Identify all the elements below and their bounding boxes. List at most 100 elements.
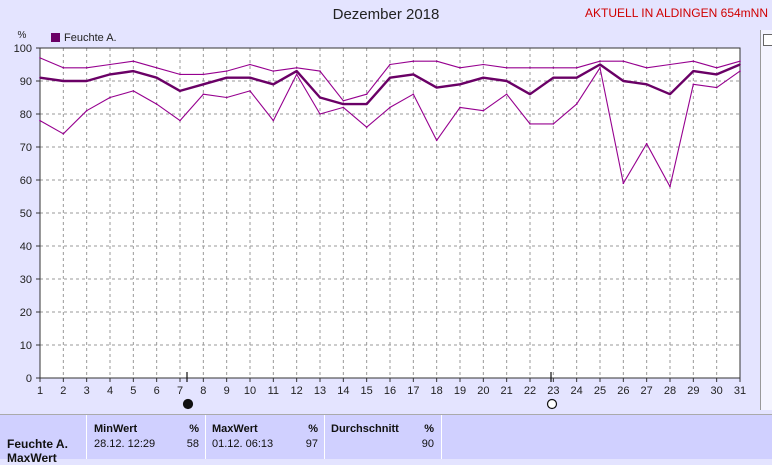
data-point-min [155,103,158,105]
y-tick-label: 10 [20,340,32,352]
data-point-min [132,90,135,92]
data-point-min [482,109,485,112]
data-point-max [599,60,601,62]
data-point-mean [295,70,298,72]
data-point-max [132,60,135,62]
stats-panel: Feuchte A. MaxWert MinWert % 28.12. 12:2… [0,414,772,465]
data-point-mean [319,96,321,99]
data-point-min [249,90,251,92]
x-tick-label: 8 [200,385,206,397]
data-point-mean [599,63,601,66]
data-point-mean [482,76,485,79]
x-tick-label: 5 [130,385,136,397]
data-point-max [272,70,275,72]
x-tick-label: 24 [571,385,583,397]
data-point-mean [669,93,671,95]
data-point-min [575,103,578,105]
data-point-min [645,142,648,145]
data-point-mean [179,90,181,92]
data-point-min [505,93,508,95]
data-point-max [155,67,158,69]
min-unit: % [189,423,199,435]
data-point-max [645,67,648,69]
x-tick-label: 25 [594,385,606,397]
x-tick-label: 20 [477,385,489,397]
data-point-max [715,67,718,69]
data-point-min [435,139,438,142]
data-point-max [482,63,485,66]
y-tick-label: 0 [26,373,32,385]
y-tick-label: 20 [20,307,32,319]
plot-frame [39,47,741,379]
data-point-mean [459,83,461,86]
location-stamp: AKTUELL IN ALDINGEN 654mNN [585,6,768,20]
data-point-mean [62,80,65,82]
y-tick-label: 40 [20,241,32,253]
avg-header: Durchschnitt [331,423,399,435]
data-point-min [739,70,741,72]
data-point-max [739,60,741,62]
moon-full-icon [182,398,194,410]
data-point-max [575,67,578,69]
moon-new-icon [546,398,558,410]
data-point-mean [342,103,345,105]
x-tick-label: 3 [84,385,90,397]
data-point-min [715,86,718,89]
min-value: 58 [186,438,199,450]
data-point-mean [155,76,158,79]
data-point-min [389,106,391,109]
data-point-max [85,67,88,69]
x-tick-label: 2 [60,385,66,397]
data-point-min [342,106,345,109]
legend-label: Feuchte A. [64,32,117,44]
data-point-mean [552,76,555,79]
data-point-max [62,67,65,69]
y-tick-label: 30 [20,274,32,286]
data-point-mean [202,83,205,86]
data-point-min [295,73,298,76]
max-unit: % [308,423,318,435]
data-point-mean [529,93,531,95]
data-point-min [272,119,275,122]
min-cell: MinWert % 28.12. 12:29 58 [87,415,205,459]
max-header: MaxWert [212,423,258,435]
data-point-min [365,126,368,128]
x-tick-label: 30 [711,385,723,397]
x-tick-label: 1 [37,385,43,397]
side-scrollbar[interactable] [760,30,772,410]
x-tick-label: 23 [547,385,559,397]
data-point-min [109,96,111,99]
data-point-min [529,123,531,125]
x-tick-label: 31 [734,385,746,397]
max-datetime: 01.12. 06:13 [212,438,274,450]
y-tick-label: 50 [20,208,32,220]
data-point-min [669,185,671,188]
data-point-max [202,73,205,76]
y-tick-label: 80 [20,109,32,121]
data-point-min [179,119,181,122]
min-datetime: 28.12. 12:29 [94,438,156,450]
y-axis-label: % [18,30,27,41]
data-point-max [225,70,228,72]
data-point-mean [85,80,88,82]
data-point-max [622,60,625,62]
data-point-min [85,109,88,112]
y-tick-label: 70 [20,142,32,154]
data-point-mean [435,86,438,89]
separator [205,415,206,459]
data-point-mean [739,63,741,66]
data-point-max [342,100,345,102]
max-cell: MaxWert % 01.12. 06:13 97 [206,415,324,459]
x-tick-label: 15 [361,385,373,397]
x-tick-label: 11 [268,385,279,397]
stats-row-label-cell: Feuchte A. MaxWert [0,415,86,465]
data-point-min [692,83,695,86]
data-point-mean [505,80,508,82]
data-point-mean [109,73,111,76]
data-point-max [505,67,508,69]
x-tick-label: 22 [524,385,536,397]
data-point-mean [272,83,275,86]
scroll-button[interactable] [763,34,772,46]
data-point-max [389,63,391,66]
data-point-max [529,67,531,69]
